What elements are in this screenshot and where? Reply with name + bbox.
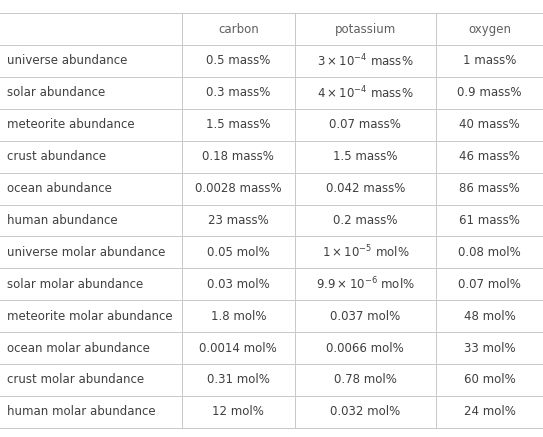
- Text: meteorite molar abundance: meteorite molar abundance: [7, 310, 172, 323]
- Text: ocean molar abundance: ocean molar abundance: [7, 342, 149, 354]
- Text: 0.5 mass%: 0.5 mass%: [206, 55, 270, 67]
- Text: 0.042 mass%: 0.042 mass%: [326, 182, 405, 195]
- Text: 0.0014 mol%: 0.0014 mol%: [199, 342, 277, 354]
- Text: 24 mol%: 24 mol%: [464, 406, 515, 418]
- Text: meteorite abundance: meteorite abundance: [7, 118, 134, 131]
- Text: 86 mass%: 86 mass%: [459, 182, 520, 195]
- Text: 33 mol%: 33 mol%: [464, 342, 515, 354]
- Text: 0.03 mol%: 0.03 mol%: [207, 278, 270, 291]
- Text: $4\times10^{-4}$ mass%: $4\times10^{-4}$ mass%: [317, 85, 414, 101]
- Text: 0.037 mol%: 0.037 mol%: [330, 310, 401, 323]
- Text: human molar abundance: human molar abundance: [7, 406, 155, 418]
- Text: $9.9\times10^{-6}$ mol%: $9.9\times10^{-6}$ mol%: [316, 276, 415, 292]
- Text: ocean abundance: ocean abundance: [7, 182, 111, 195]
- Text: 23 mass%: 23 mass%: [208, 214, 269, 227]
- Text: 60 mol%: 60 mol%: [464, 374, 515, 386]
- Text: $1\times10^{-5}$ mol%: $1\times10^{-5}$ mol%: [321, 244, 409, 260]
- Text: potassium: potassium: [334, 23, 396, 35]
- Text: human abundance: human abundance: [7, 214, 117, 227]
- Text: carbon: carbon: [218, 23, 258, 35]
- Text: universe abundance: universe abundance: [7, 55, 127, 67]
- Text: 0.78 mol%: 0.78 mol%: [334, 374, 397, 386]
- Text: crust molar abundance: crust molar abundance: [7, 374, 144, 386]
- Text: 0.2 mass%: 0.2 mass%: [333, 214, 397, 227]
- Text: 61 mass%: 61 mass%: [459, 214, 520, 227]
- Text: 0.18 mass%: 0.18 mass%: [203, 150, 274, 163]
- Text: 1.8 mol%: 1.8 mol%: [211, 310, 266, 323]
- Text: 0.0028 mass%: 0.0028 mass%: [195, 182, 282, 195]
- Text: 48 mol%: 48 mol%: [464, 310, 515, 323]
- Text: solar molar abundance: solar molar abundance: [7, 278, 143, 291]
- Text: 0.08 mol%: 0.08 mol%: [458, 246, 521, 259]
- Text: 0.31 mol%: 0.31 mol%: [207, 374, 270, 386]
- Text: solar abundance: solar abundance: [7, 87, 105, 99]
- Text: 46 mass%: 46 mass%: [459, 150, 520, 163]
- Text: universe molar abundance: universe molar abundance: [7, 246, 165, 259]
- Text: 1.5 mass%: 1.5 mass%: [333, 150, 397, 163]
- Text: 1.5 mass%: 1.5 mass%: [206, 118, 270, 131]
- Text: 40 mass%: 40 mass%: [459, 118, 520, 131]
- Text: $3\times10^{-4}$ mass%: $3\times10^{-4}$ mass%: [317, 53, 414, 69]
- Text: 0.032 mol%: 0.032 mol%: [330, 406, 401, 418]
- Text: 0.07 mol%: 0.07 mol%: [458, 278, 521, 291]
- Text: 0.05 mol%: 0.05 mol%: [207, 246, 270, 259]
- Text: crust abundance: crust abundance: [7, 150, 106, 163]
- Text: 1 mass%: 1 mass%: [463, 55, 516, 67]
- Text: 0.07 mass%: 0.07 mass%: [330, 118, 401, 131]
- Text: 12 mol%: 12 mol%: [212, 406, 264, 418]
- Text: 0.3 mass%: 0.3 mass%: [206, 87, 270, 99]
- Text: 0.9 mass%: 0.9 mass%: [457, 87, 522, 99]
- Text: oxygen: oxygen: [468, 23, 511, 35]
- Text: 0.0066 mol%: 0.0066 mol%: [326, 342, 404, 354]
